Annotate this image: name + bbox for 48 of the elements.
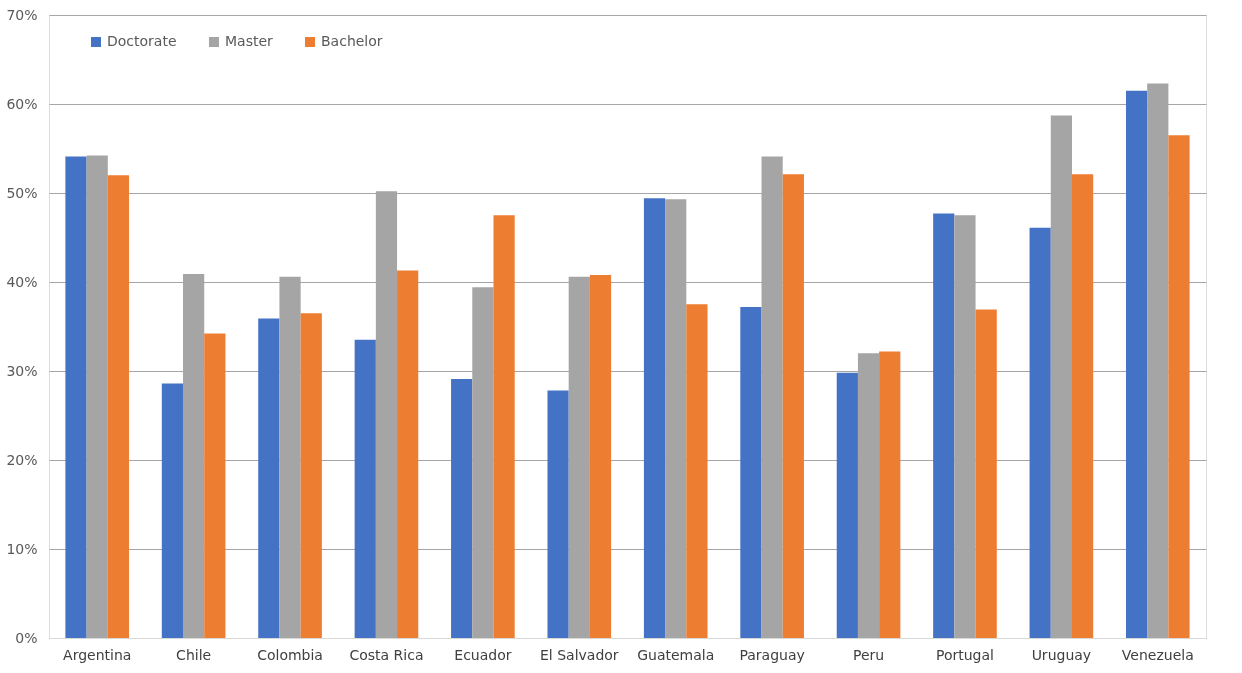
y-tick-label: 50%	[6, 184, 38, 201]
bar	[1071, 174, 1094, 638]
bar	[300, 313, 322, 638]
bar	[547, 390, 569, 638]
y-tick-label: 20%	[6, 451, 38, 468]
x-tick-label: Peru	[852, 646, 885, 663]
x-tick-label: Paraguay	[739, 646, 805, 663]
x-tick-label: Colombia	[257, 646, 323, 663]
bar	[643, 198, 666, 638]
bar	[258, 318, 280, 638]
bar	[107, 175, 130, 638]
x-tick-label: Guatemala	[637, 646, 715, 663]
x-tick-label: Costa Rica	[349, 646, 424, 663]
y-tick-label: 40%	[6, 273, 38, 290]
x-tick-label: Chile	[176, 646, 212, 663]
x-tick-label: Argentina	[63, 646, 132, 663]
x-tick-label: Ecuador	[454, 646, 512, 663]
bar	[86, 155, 108, 638]
y-tick-label: 30%	[6, 362, 38, 379]
bar	[836, 372, 858, 638]
bar	[589, 274, 612, 638]
x-tick-label: Portugal	[935, 646, 994, 663]
x-tick-label: Venezuela	[1121, 646, 1194, 663]
bar	[879, 351, 901, 638]
y-tick-label: 60%	[6, 95, 38, 112]
bar	[1168, 135, 1190, 638]
bar	[204, 333, 226, 638]
y-tick-label: 0%	[15, 629, 38, 646]
x-tick-label: Uruguay	[1031, 646, 1092, 663]
legend-label: Doctorate	[107, 33, 177, 49]
bar	[161, 383, 184, 638]
legend-label: Master	[225, 33, 274, 49]
y-tick-label: 70%	[6, 6, 38, 23]
bar	[397, 270, 419, 638]
bar	[1125, 90, 1148, 638]
bar	[1029, 227, 1051, 638]
bar	[782, 174, 804, 638]
y-tick-label: 10%	[6, 540, 38, 557]
legend-label: Bachelor	[321, 33, 383, 49]
bar	[354, 339, 376, 638]
bar	[65, 156, 87, 638]
bar	[493, 215, 515, 638]
bar	[686, 304, 708, 638]
bar	[975, 309, 997, 638]
bar	[933, 213, 955, 638]
x-tick-label: El Salvador	[539, 646, 619, 663]
bar	[740, 306, 762, 638]
bar	[451, 379, 473, 638]
